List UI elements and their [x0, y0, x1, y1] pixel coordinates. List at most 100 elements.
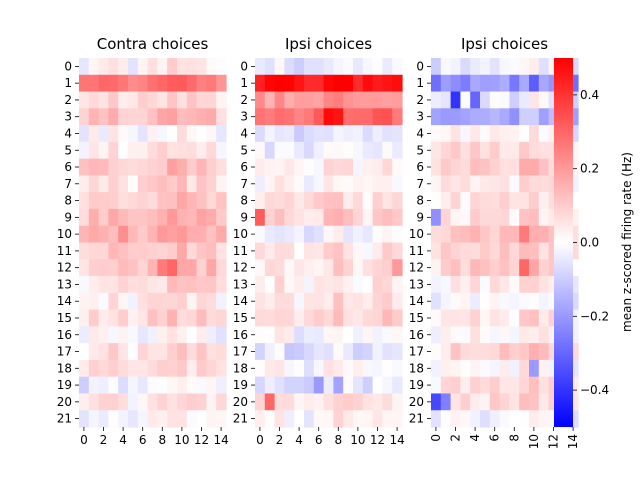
heatmap-cell [294, 175, 305, 193]
heatmap-cell [362, 259, 374, 277]
heatmap-cell [157, 91, 168, 109]
heatmap-cell [431, 74, 442, 93]
heatmap-cell [167, 376, 178, 395]
heatmap-cell [167, 192, 178, 210]
heatmap-cell [372, 242, 383, 260]
heatmap-cell [538, 141, 550, 160]
heatmap-cell [568, 208, 579, 227]
heatmap-cell [323, 343, 334, 361]
heatmap-cell [499, 158, 510, 177]
heatmap-cell [284, 125, 295, 143]
heatmap-cell [489, 259, 501, 277]
heatmap-cell [538, 326, 550, 344]
heatmap-cell [568, 74, 579, 93]
heatmap-cell [548, 58, 559, 76]
heatmap-cell [353, 141, 364, 160]
heatmap-cell [509, 393, 520, 411]
heatmap-cell [440, 74, 452, 93]
heatmap-cell [128, 410, 139, 428]
heatmap-cell [284, 276, 295, 294]
heatmap-cell [157, 125, 168, 143]
heatmap-cell [264, 393, 276, 411]
heatmap-cell [206, 158, 217, 177]
heatmap-cell [353, 410, 364, 428]
heatmap-cell [79, 376, 90, 395]
heatmap-cell [186, 158, 198, 177]
heatmap-cell [519, 91, 530, 109]
heatmap-cell [323, 108, 334, 126]
heatmap-cell [98, 410, 109, 428]
heatmap-cell [440, 125, 452, 143]
heatmap-cell [264, 343, 276, 361]
heatmap-cell [196, 141, 207, 160]
heatmap-cell [206, 108, 217, 126]
heatmap-cell [470, 343, 481, 361]
heatmap-cell [568, 175, 579, 193]
heatmap-cell [519, 125, 530, 143]
heatmap-cell [255, 58, 266, 76]
heatmap-cell [167, 58, 178, 76]
heatmap-cell [137, 259, 149, 277]
heatmap-cell [313, 259, 325, 277]
y-tick-label: 8 [240, 194, 248, 208]
heatmap-cell [529, 175, 540, 193]
heatmap-cell [108, 91, 119, 109]
heatmap-cell [509, 91, 520, 109]
heatmap-cell [118, 141, 129, 160]
heatmap-cell [343, 175, 354, 193]
heatmap-cell [333, 326, 344, 344]
heatmap-cell [216, 192, 227, 210]
heatmap-cell [186, 276, 198, 294]
heatmap-cell [304, 410, 315, 428]
heatmap-cell [255, 108, 266, 126]
heatmap-cell [274, 276, 285, 294]
heatmap-cell [98, 141, 109, 160]
heatmap-cell [382, 91, 393, 109]
heatmap-cell [108, 158, 119, 177]
heatmap-cell [362, 125, 374, 143]
x-tick-label: 4 [468, 434, 482, 442]
heatmap-cell [167, 393, 178, 411]
heatmap-cell [206, 326, 217, 344]
heatmap-cell [460, 292, 471, 311]
heatmap-cell [323, 141, 334, 160]
heatmap-cell [440, 376, 452, 395]
heatmap-cell [177, 74, 188, 93]
heatmap-cell [147, 309, 158, 327]
heatmap-cell [274, 292, 285, 311]
heatmap-cell [480, 141, 491, 160]
heatmap-cell [548, 326, 559, 344]
heatmap-cell [480, 74, 491, 93]
heatmap-cell [470, 359, 481, 378]
heatmap-cell [313, 242, 325, 260]
heatmap-cell [264, 58, 276, 76]
heatmap-cell [353, 276, 364, 294]
heatmap-cell [450, 259, 461, 277]
heatmap-cell [313, 175, 325, 193]
heatmap-cell [167, 125, 178, 143]
heatmap-cell [548, 192, 559, 210]
heatmap-cell [362, 376, 374, 395]
heatmap-cell [440, 58, 452, 76]
heatmap-cell [499, 108, 510, 126]
heatmap-cell [548, 74, 559, 93]
heatmap-cell [216, 410, 227, 428]
heatmap-cell [460, 276, 471, 294]
heatmap-cell [157, 359, 168, 378]
heatmap-cell [313, 208, 325, 227]
heatmap-cell [460, 309, 471, 327]
heatmap-cell [362, 410, 374, 428]
heatmap-cell [333, 158, 344, 177]
heatmap-cell [108, 225, 119, 244]
heatmap-cell [157, 276, 168, 294]
y-tick-label: 3 [64, 110, 72, 124]
heatmap-cell [362, 141, 374, 160]
heatmap-cell [177, 192, 188, 210]
heatmap-cell [216, 141, 227, 160]
heatmap-cell [343, 309, 354, 327]
heatmap-cell [519, 208, 530, 227]
heatmap-cell [529, 74, 540, 93]
heatmap-cell [440, 359, 452, 378]
heatmap-cell [323, 91, 334, 109]
heatmap-cell [137, 410, 149, 428]
